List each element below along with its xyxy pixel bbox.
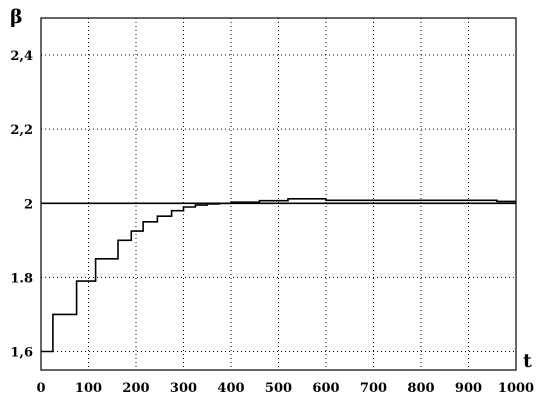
x-tick-label: 900: [455, 381, 482, 396]
y-tick-label: 1.8: [10, 271, 33, 286]
x-tick-label: 600: [312, 381, 339, 396]
y-tick-labels: 1,6 1.8 2 2,2 2,4: [10, 49, 33, 360]
grid: [41, 18, 516, 370]
plot-frame: [40, 17, 517, 371]
x-tick-label: 0: [36, 381, 45, 396]
series-line: [41, 198, 516, 353]
y-axis-label: β: [10, 6, 23, 28]
x-tick-label: 500: [265, 381, 292, 396]
y-tick-label: 1,6: [10, 345, 33, 360]
x-tick-label: 300: [170, 381, 197, 396]
y-tick-label: 2: [24, 197, 33, 212]
x-tick-label: 800: [407, 381, 434, 396]
y-tick-label: 2,4: [10, 49, 33, 64]
x-axis-label: t: [523, 350, 532, 372]
x-tick-label: 200: [122, 381, 149, 396]
x-tick-label: 700: [360, 381, 387, 396]
x-tick-label: 1000: [498, 381, 534, 396]
series-group: [41, 198, 516, 353]
y-tick-label: 2,2: [10, 123, 33, 138]
x-tick-labels: 0 100 200 300 400 500 600 700 800 900 1000: [36, 381, 534, 396]
x-tick-label: 400: [217, 381, 244, 396]
x-tick-label: 100: [75, 381, 102, 396]
